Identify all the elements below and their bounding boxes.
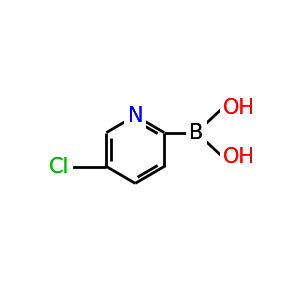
Text: OH: OH <box>223 98 255 118</box>
Text: OH: OH <box>223 147 255 167</box>
Text: N: N <box>128 106 143 126</box>
Text: OH: OH <box>223 147 255 167</box>
Text: N: N <box>128 106 143 126</box>
Text: Cl: Cl <box>49 157 69 176</box>
Text: B: B <box>189 123 204 142</box>
Text: Cl: Cl <box>49 157 69 176</box>
Text: OH: OH <box>223 98 255 118</box>
Text: B: B <box>189 123 204 142</box>
